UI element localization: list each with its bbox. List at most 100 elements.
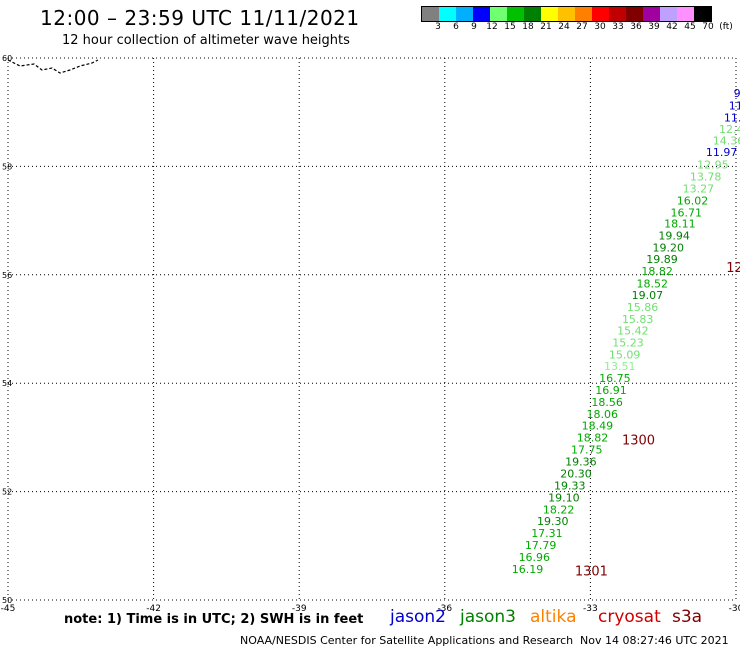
color-scale-swatch bbox=[677, 7, 694, 21]
swh-value-label: 18.82 bbox=[641, 265, 673, 278]
swh-value-label: 18.52 bbox=[637, 277, 669, 290]
color-scale-swatch bbox=[626, 7, 643, 21]
color-scale-label: 9 bbox=[471, 22, 477, 32]
lon-tick-label: -36 bbox=[437, 604, 452, 614]
legend-item-jason2: jason2 bbox=[390, 607, 446, 627]
footer-credit: NOAA/NESDIS Center for Satellite Applica… bbox=[240, 634, 574, 647]
lat-tick-label: 58 bbox=[2, 162, 12, 171]
color-scale-swatch bbox=[609, 7, 626, 21]
swh-value-label: 14.36 bbox=[713, 135, 740, 148]
swh-value-label: 19.07 bbox=[632, 289, 664, 302]
coastline-shape bbox=[7, 59, 99, 74]
color-scale-swatch bbox=[473, 7, 490, 21]
lat-tick-label: 60 bbox=[2, 54, 12, 63]
color-scale-swatch bbox=[575, 7, 592, 21]
color-scale-swatch bbox=[422, 7, 439, 21]
lon-tick-label: -39 bbox=[292, 604, 307, 614]
color-scale-swatch bbox=[592, 7, 609, 21]
legend-item-s3a: s3a bbox=[672, 607, 703, 627]
color-scale-swatch bbox=[660, 7, 677, 21]
swh-value-label: 15.83 bbox=[622, 313, 654, 326]
swh-value-label: 15.09 bbox=[609, 348, 641, 361]
swh-value-label: 17.79 bbox=[525, 539, 557, 552]
color-scale-swatch bbox=[490, 7, 507, 21]
swh-value-label: 19.94 bbox=[658, 230, 690, 243]
color-scale-swatch bbox=[541, 7, 558, 21]
time-label: 1300 bbox=[622, 433, 655, 448]
swh-value-label: 9 bbox=[734, 87, 740, 100]
swh-value-label: 11.5 bbox=[724, 111, 740, 124]
swh-value-label: 20.30 bbox=[560, 468, 592, 481]
swh-value-label: 12.41 bbox=[719, 123, 740, 136]
lon-tick-label: -30 bbox=[729, 604, 740, 614]
legend-item-cryosat: cryosat bbox=[598, 607, 661, 627]
swh-value-label: 16.19 bbox=[512, 563, 544, 576]
color-scale-label: 6 bbox=[453, 22, 459, 32]
swh-value-label: 18.11 bbox=[664, 218, 696, 231]
swh-value-label: 19.33 bbox=[554, 479, 586, 492]
swh-value-label: 15.86 bbox=[627, 301, 659, 314]
lon-tick-label: -42 bbox=[146, 604, 161, 614]
footer-date: Nov 14 08:27:46 UTC 2021 bbox=[580, 634, 729, 647]
swh-value-label: 16.71 bbox=[670, 206, 702, 219]
color-scale-swatch bbox=[456, 7, 473, 21]
swh-value-label: 18.56 bbox=[591, 396, 623, 409]
time-label: 1259 bbox=[726, 261, 740, 276]
color-scale-label: 33 bbox=[612, 22, 624, 32]
color-scale-swatch bbox=[507, 7, 524, 21]
color-scale-label: 39 bbox=[648, 22, 660, 32]
swh-value-label: 18.82 bbox=[577, 432, 609, 445]
swh-value-label: 15.23 bbox=[612, 336, 644, 349]
swh-value-label: 19.20 bbox=[653, 241, 685, 254]
page-title: 12:00 – 23:59 UTC 11/11/2021 bbox=[40, 6, 360, 30]
lon-tick-label: -45 bbox=[1, 604, 16, 614]
swh-value-label: 12.95 bbox=[697, 159, 729, 172]
swh-value-label: 19.89 bbox=[646, 253, 678, 266]
color-scale-label: 15 bbox=[504, 22, 516, 32]
color-scale-swatch bbox=[694, 7, 711, 21]
time-label: 1301 bbox=[575, 565, 608, 580]
swh-value-label: 19.30 bbox=[537, 515, 569, 528]
page-subtitle: 12 hour collection of altimeter wave hei… bbox=[62, 33, 350, 48]
swh-value-label: 11. bbox=[729, 99, 740, 112]
swh-value-label: 13.78 bbox=[690, 170, 722, 183]
color-scale-label: 18 bbox=[522, 22, 534, 32]
color-scale-label: 30 bbox=[594, 22, 606, 32]
swh-value-label: 16.91 bbox=[595, 384, 627, 397]
lat-tick-label: 56 bbox=[2, 271, 12, 280]
legend-item-altika: altika bbox=[530, 607, 577, 627]
color-scale-label: 21 bbox=[540, 22, 552, 32]
swh-value-label: 16.75 bbox=[599, 372, 631, 385]
color-scale-label: 3 bbox=[435, 22, 441, 32]
swh-value-label: 15.42 bbox=[617, 324, 649, 337]
note-text: note: 1) Time is in UTC; 2) SWH is in fe… bbox=[64, 612, 364, 627]
swh-value-label: 16.02 bbox=[677, 194, 709, 207]
swh-value-label: 11.97 bbox=[706, 146, 738, 159]
color-scale-labels: 3 6 9 12 15 18 21 24 27 30 33 36 39 42 45 70 (ft) bbox=[421, 22, 740, 34]
swh-value-label: 18.22 bbox=[543, 503, 575, 516]
lat-tick-label: 52 bbox=[2, 488, 12, 497]
color-scale-swatch bbox=[524, 7, 541, 21]
color-scale-swatch bbox=[439, 7, 456, 21]
swh-value-label: 17.31 bbox=[531, 527, 563, 540]
lat-tick-label: 50 bbox=[2, 596, 12, 605]
legend-item-jason3: jason3 bbox=[460, 607, 516, 627]
color-scale-label: 27 bbox=[576, 22, 588, 32]
swh-value-label: 19.36 bbox=[565, 456, 597, 469]
color-scale-label: 12 bbox=[486, 22, 498, 32]
swh-value-label: 19.10 bbox=[548, 491, 580, 504]
color-scale-bar bbox=[421, 6, 712, 22]
lat-tick-label: 54 bbox=[2, 379, 12, 388]
swh-value-label: 18.06 bbox=[587, 408, 619, 421]
color-scale-swatch bbox=[643, 7, 660, 21]
color-scale-label: 36 bbox=[630, 22, 642, 32]
swh-value-label: 13.27 bbox=[683, 182, 715, 195]
swh-value-label: 17.75 bbox=[571, 444, 603, 457]
color-scale-label: 24 bbox=[558, 22, 570, 32]
color-scale-label: (ft) bbox=[719, 22, 733, 32]
color-scale-swatch bbox=[558, 7, 575, 21]
swh-value-label: 16.96 bbox=[519, 551, 551, 564]
swh-value-label: 13.51 bbox=[604, 360, 636, 373]
swh-value-label: 18.49 bbox=[582, 419, 614, 432]
